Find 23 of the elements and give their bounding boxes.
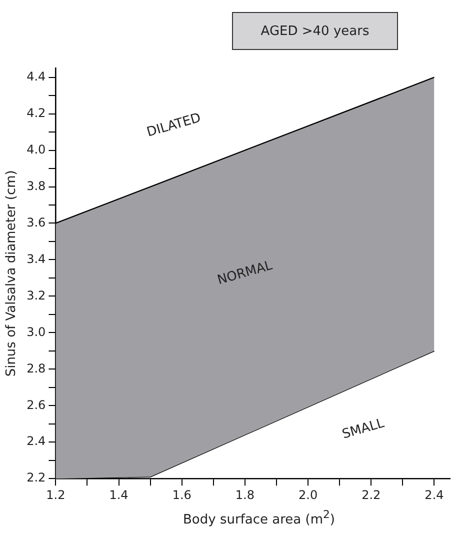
x-tick-label: 1.6 [172, 488, 192, 502]
x-axis-title: Body surface area (m$^{2}$) [182, 508, 336, 528]
y-tick-label: 2.6 [26, 398, 46, 412]
y-tick-label: 2.8 [26, 361, 46, 376]
y-tick-label: 4.4 [26, 69, 46, 84]
y-tick-label: 3.8 [26, 178, 46, 193]
annotation: SMALL [340, 416, 387, 442]
y-tick-label: 3.0 [26, 324, 46, 339]
y-tick-label: 3.2 [26, 288, 46, 302]
y-tick-label: 2.4 [26, 434, 46, 448]
x-tick-label: 2.0 [298, 488, 318, 502]
chart-title: AGED >40 years [232, 12, 398, 50]
y-tick-label: 3.4 [26, 252, 46, 266]
x-tick-label: 1.4 [109, 488, 128, 502]
x-tick-label: 2.4 [424, 488, 444, 502]
y-axis-title: Sinus of Valsalva diameter (cm) [4, 170, 20, 377]
x-tick-label: 2.2 [362, 488, 381, 502]
y-tick-label: 3.6 [26, 215, 46, 230]
x-tick-label: 1.2 [46, 488, 66, 502]
y-tick-label: 4.2 [26, 106, 46, 120]
x-tick-label: 1.8 [235, 488, 255, 502]
y-tick-label: 4.0 [26, 142, 46, 156]
y-tick-label: 2.2 [26, 470, 46, 485]
